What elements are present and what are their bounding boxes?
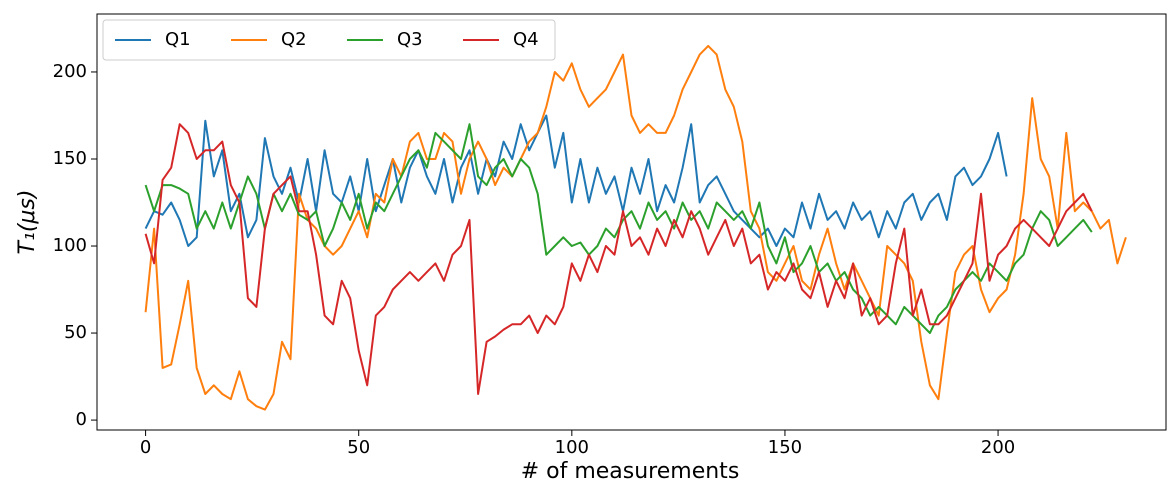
y-tick-label: 200 bbox=[53, 61, 87, 82]
x-tick-label: 200 bbox=[981, 437, 1015, 458]
x-axis-label: # of measurements bbox=[521, 459, 740, 484]
legend-label: Q2 bbox=[281, 29, 307, 50]
y-tick-label: 100 bbox=[53, 235, 87, 256]
y-tick-label: 0 bbox=[76, 409, 87, 430]
y-tick-label: 50 bbox=[64, 322, 87, 343]
legend: Q1 Q2 Q3 Q4 bbox=[102, 19, 556, 61]
series-line bbox=[144, 123, 1093, 395]
x-tick-label: 0 bbox=[140, 437, 151, 458]
legend-label: Q4 bbox=[513, 29, 539, 50]
series-line bbox=[144, 114, 1008, 247]
y-axis-label: T₁(μs) bbox=[15, 190, 40, 255]
legend-label: Q1 bbox=[165, 29, 191, 50]
x-tick-label: 150 bbox=[768, 437, 802, 458]
y-tick-label: 150 bbox=[53, 148, 87, 169]
legend-label: Q3 bbox=[397, 29, 423, 50]
x-tick-label: 100 bbox=[555, 437, 589, 458]
series-line bbox=[144, 44, 1127, 411]
plot-frame bbox=[96, 13, 1167, 431]
x-tick-label: 50 bbox=[347, 437, 370, 458]
legend-box bbox=[102, 19, 556, 61]
